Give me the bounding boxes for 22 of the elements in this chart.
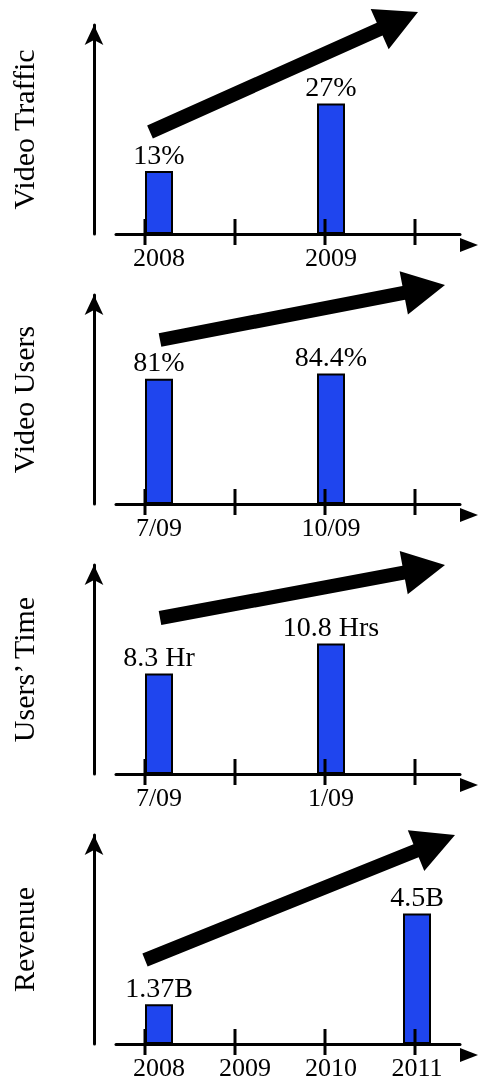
x-tick-label: 10/09	[301, 512, 361, 542]
x-tick-label: 2010	[305, 1052, 357, 1080]
data-label: 8.3 Hr	[123, 641, 196, 673]
x-tick-label: 2011	[391, 1052, 443, 1080]
y-axis-title: Revenue	[6, 887, 40, 992]
x-tick-label: 2009	[219, 1052, 271, 1080]
x-tick-label: 7/09	[135, 512, 183, 542]
x-tick-label: 7/09	[135, 782, 183, 812]
data-label: 10.8 Hrs	[282, 610, 380, 642]
data-label: 1.37B	[125, 971, 193, 1003]
x-tick-label: 2008	[133, 1052, 185, 1080]
data-label: 13%	[133, 138, 185, 170]
x-tick-label: 1/09	[307, 782, 355, 812]
y-axis-title: Users’ Time	[6, 596, 40, 743]
data-label: 27%	[305, 70, 357, 102]
y-axis-title: Video Users	[6, 325, 40, 474]
x-tick-label: 2009	[305, 242, 357, 272]
x-tick-label: 2008	[133, 242, 185, 272]
data-label: 84.4%	[294, 340, 368, 372]
data-label: 81%	[133, 346, 185, 378]
data-label: 4.5B	[390, 880, 444, 912]
y-axis-title: Video Traffic	[6, 49, 40, 210]
